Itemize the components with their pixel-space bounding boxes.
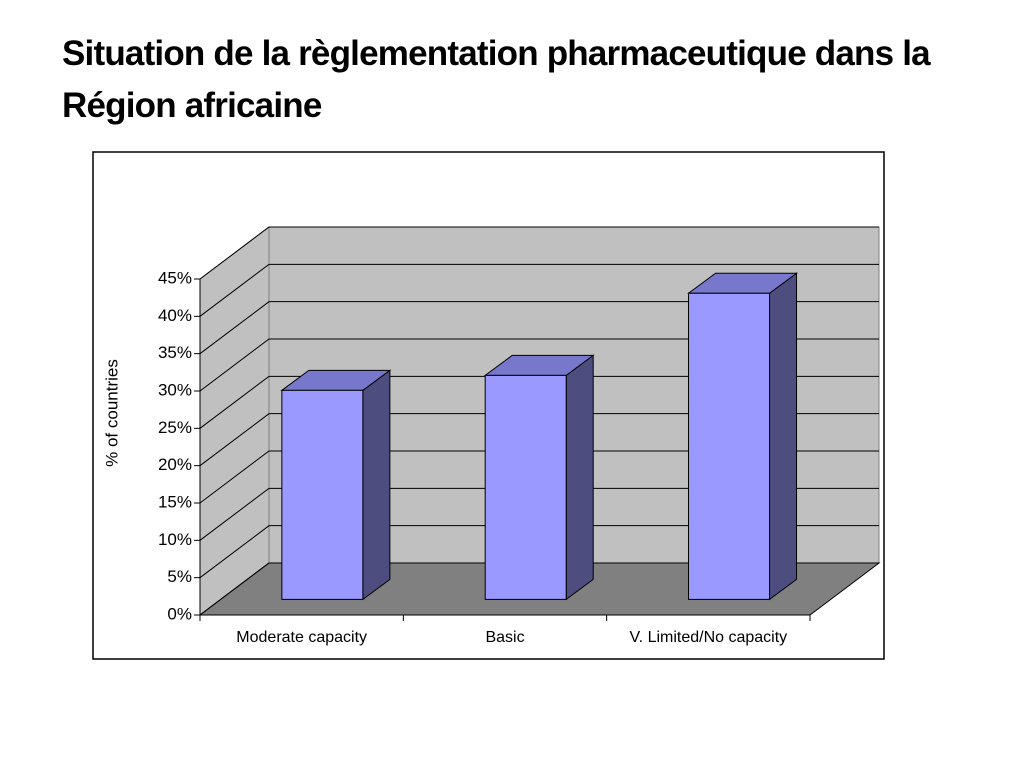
bar — [281, 389, 364, 600]
grid-line — [199, 487, 879, 541]
x-tick-label: Basic — [485, 629, 524, 646]
grid-line — [199, 375, 879, 429]
x-tick-label: Moderate capacity — [236, 629, 367, 646]
grid-line — [199, 338, 879, 392]
bar-side — [565, 354, 594, 601]
y-tick-label: 40% — [158, 306, 192, 325]
y-tick-label: 0% — [167, 604, 192, 623]
y-tick-label: 10% — [158, 530, 192, 549]
bar — [688, 292, 771, 600]
y-tick-label: 45% — [158, 268, 192, 287]
chart-title: Situation de la règlementation pharmaceu… — [62, 34, 931, 125]
grid-line — [199, 450, 879, 504]
grid-line — [199, 263, 879, 317]
bar-side — [362, 369, 391, 601]
y-tick-label: 30% — [158, 380, 192, 399]
y-tick-label: 5% — [167, 567, 192, 586]
y-axis-label: % of countries — [102, 359, 121, 467]
x-tick-label: V. Limited/No capacity — [629, 629, 787, 646]
bar-side — [769, 272, 798, 601]
grid-line — [199, 226, 879, 280]
grid-line — [199, 301, 879, 355]
y-tick-label: 25% — [158, 418, 192, 437]
grid-line — [199, 413, 879, 467]
y-tick-label: 35% — [158, 343, 192, 362]
bar — [484, 374, 567, 600]
grid-line — [199, 562, 879, 616]
y-tick-label: 15% — [158, 492, 192, 511]
y-tick-label: 20% — [158, 455, 192, 474]
grid-line — [199, 525, 879, 579]
